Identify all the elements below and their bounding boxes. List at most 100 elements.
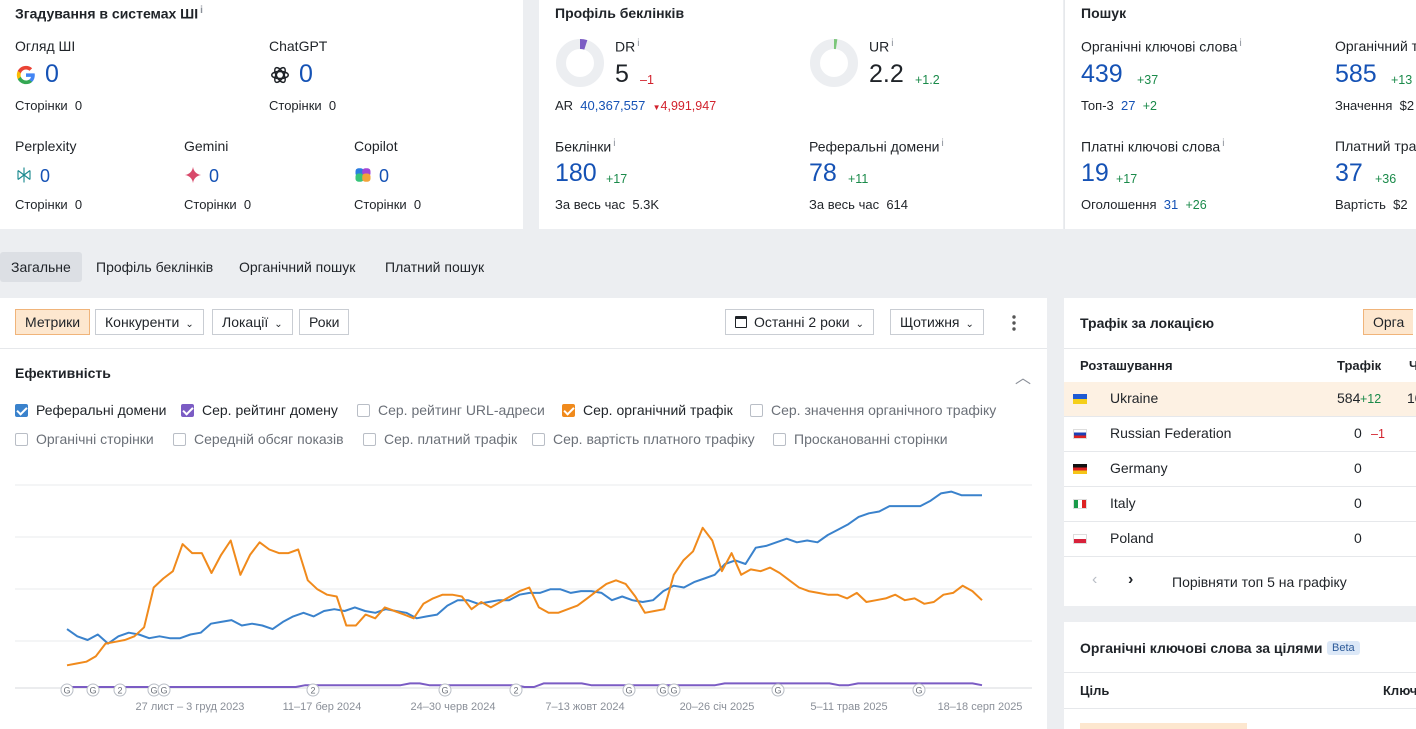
google-icon — [15, 64, 37, 89]
svg-text:G: G — [625, 686, 632, 696]
ref-domains-value[interactable]: 78 — [809, 159, 837, 187]
google-update-marker: G — [622, 683, 636, 697]
cb-ref-domains[interactable]: Реферальні домени — [15, 401, 167, 419]
organic-kw-label: Органічні ключові слова i — [1081, 38, 1242, 55]
chatgpt-label: ChatGPT — [269, 38, 328, 54]
svg-text:G: G — [150, 686, 157, 696]
google-update-marker: G — [60, 683, 74, 697]
multi-event-marker: 2 — [509, 683, 523, 697]
chatgpt-icon — [269, 64, 291, 89]
perplexity-value[interactable]: 0 — [40, 166, 51, 186]
organic-traffic-delta: +13 — [1391, 73, 1413, 87]
paid-kw-label: Платні ключові слова i — [1081, 138, 1225, 155]
competitors-dropdown[interactable]: Конкуренти ⌄ — [95, 309, 204, 335]
svg-text:G: G — [89, 686, 96, 696]
ai-mentions-title: Згадування в системах ШІ i — [15, 5, 203, 22]
multi-event-marker: 2 — [306, 683, 320, 697]
backlinks-value[interactable]: 180 — [555, 159, 597, 187]
dr-value: 5 — [615, 60, 629, 88]
ur-donut — [809, 38, 859, 91]
dr-donut — [555, 38, 605, 91]
multi-event-marker: 2 — [113, 683, 127, 697]
paid-traffic-value[interactable]: 37 — [1335, 159, 1363, 187]
chevron-down-icon: ⌄ — [185, 319, 194, 330]
years-button[interactable]: Роки — [299, 309, 350, 335]
svg-text:2: 2 — [117, 686, 122, 696]
calendar-icon — [735, 316, 747, 328]
geo-row[interactable]: Italy 0 — [1064, 487, 1416, 522]
tab-organic-search[interactable]: Органічний пошук — [239, 259, 356, 275]
organic-traffic-value[interactable]: 585 — [1335, 60, 1377, 88]
paid-kw-value[interactable]: 19 — [1081, 159, 1109, 187]
google-update-marker: G — [912, 683, 926, 697]
ref-domains-line — [66, 490, 982, 645]
col-extra: Ч — [1409, 358, 1416, 373]
cb-avg-impressions[interactable]: Середній обсяг показів — [173, 430, 344, 448]
more-options-icon[interactable] — [1008, 313, 1020, 333]
geo-row[interactable]: Russian Federation 0 –1 — [1064, 417, 1416, 452]
metrics-button[interactable]: Метрики — [15, 309, 91, 335]
svg-text:2: 2 — [310, 686, 315, 696]
performance-chart[interactable]: G G 2 G G 2 G 2 G G G G G27 лист – 3 груд 2023 11–17 … — [0, 459, 1047, 729]
x-tick-label: 7–13 жовт 2024 — [545, 701, 624, 713]
ukraine-flag-icon — [1073, 394, 1087, 404]
russia-flag-icon — [1073, 429, 1087, 439]
cb-avg-organic-traffic[interactable]: Сер. органічний трафік — [562, 401, 733, 419]
info-icon[interactable]: i — [200, 5, 203, 16]
organic-kw-value[interactable]: 439 — [1081, 60, 1123, 88]
chatgpt-value[interactable]: 0 — [299, 60, 313, 88]
gemini-value[interactable]: 0 — [209, 166, 220, 186]
cb-crawled-pages[interactable]: Просканованні сторінки — [773, 430, 948, 448]
perplexity-icon — [15, 166, 33, 187]
intent-card: Органічні ключові слова за цілями Beta Ц… — [1064, 622, 1416, 729]
tab-backlink-profile[interactable]: Профіль беклінків — [96, 259, 214, 275]
paid-traffic-delta: +36 — [1375, 172, 1397, 186]
geo-row[interactable]: Ukraine 584 +12 10 — [1064, 382, 1416, 417]
checkbox-icon — [773, 433, 786, 446]
prev-page-icon[interactable]: ‹ — [1092, 571, 1098, 588]
geo-traffic-card: Трафік за локацією Орга Розташування Тра… — [1064, 298, 1416, 606]
poland-flag-icon — [1073, 534, 1087, 544]
geo-title: Трафік за локацією — [1080, 315, 1215, 331]
col-traffic[interactable]: Трафік — [1337, 358, 1382, 373]
cb-avg-paid-traffic[interactable]: Сер. платний трафік — [363, 430, 517, 448]
cb-avg-organic-value[interactable]: Сер. значення органічного трафіку — [750, 401, 996, 419]
cb-avg-paid-cost[interactable]: Сер. вартість платного трафіку — [532, 430, 755, 448]
dr-delta: –1 — [640, 73, 654, 87]
svg-text:G: G — [441, 686, 448, 696]
compare-top5-link[interactable]: Порівняти топ 5 на графіку — [1172, 574, 1347, 590]
geo-row[interactable]: Germany 0 — [1064, 452, 1416, 487]
checkbox-icon — [357, 404, 370, 417]
google-update-marker: G — [157, 683, 171, 697]
cb-avg-ur[interactable]: Сер. рейтинг URL-адреси — [357, 401, 545, 419]
cb-avg-dr[interactable]: Сер. рейтинг домену — [181, 401, 338, 419]
checkbox-icon — [532, 433, 545, 446]
tab-general[interactable]: Загальне — [0, 252, 82, 282]
search-title: Пошук — [1081, 5, 1127, 21]
ads-row: Оголошення 31 +26 — [1081, 197, 1207, 212]
col-goal: Ціль — [1080, 683, 1110, 698]
geo-row[interactable]: Poland 0 — [1064, 522, 1416, 557]
ai-overview-value[interactable]: 0 — [45, 60, 59, 88]
collapse-icon[interactable]: ︿ — [1015, 370, 1032, 387]
ref-domains-alltime: За весь час 614 — [809, 197, 909, 212]
organic-kw-delta: +37 — [1137, 73, 1159, 87]
divider — [1064, 348, 1416, 349]
backlinks-label: Беклінки i — [555, 138, 616, 155]
perplexity-label: Perplexity — [15, 138, 77, 154]
copilot-value[interactable]: 0 — [379, 166, 390, 186]
next-page-icon[interactable]: › — [1128, 571, 1134, 588]
cb-organic-pages[interactable]: Органічні сторінки — [15, 430, 154, 448]
tab-paid-search[interactable]: Платний пошук — [385, 259, 485, 275]
period-dropdown[interactable]: Останні 2 роки ⌄ — [725, 309, 874, 335]
ref-domains-label: Реферальні домени i — [809, 138, 944, 155]
svg-text:2: 2 — [513, 686, 518, 696]
organic-traffic-button[interactable]: Орга — [1363, 309, 1414, 335]
interval-dropdown[interactable]: Щотижня ⌄ — [890, 309, 984, 335]
chatgpt-pages: Сторінки 0 — [269, 98, 337, 113]
locations-dropdown[interactable]: Локації ⌄ — [212, 309, 293, 335]
ar-value[interactable]: 40,367,557 — [580, 98, 646, 113]
x-tick-label: 11–17 бер 2024 — [283, 701, 362, 713]
performance-card: Метрики Конкуренти ⌄ Локації ⌄ Роки Останн… — [0, 298, 1047, 729]
x-tick-label: 27 лист – 3 груд 2023 — [136, 701, 245, 713]
